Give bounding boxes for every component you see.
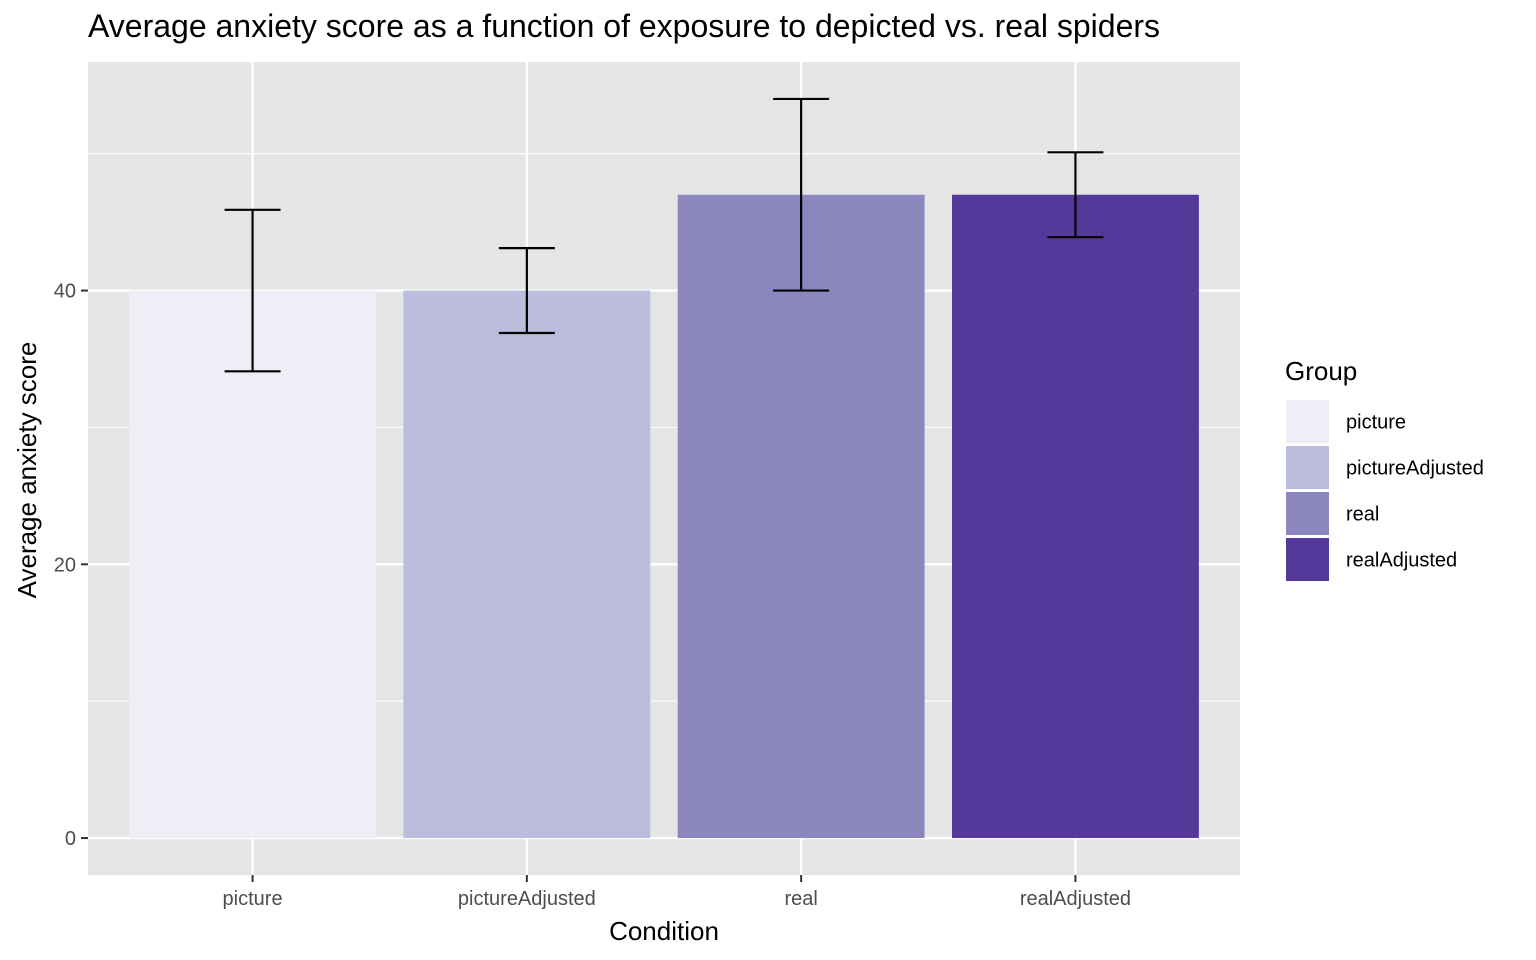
legend-label: picture xyxy=(1346,412,1406,434)
bar-real xyxy=(677,194,925,839)
y-axis-title: Average anxiety score xyxy=(12,342,42,599)
legend-label: real xyxy=(1346,504,1379,526)
legend-title: Group xyxy=(1285,356,1357,386)
x-axis: picture pictureAdjusted real realAdjusted xyxy=(223,875,1131,910)
legend-key-realAdjusted xyxy=(1286,538,1329,581)
legend-key-picture xyxy=(1286,400,1329,443)
legend-key-real xyxy=(1286,492,1329,535)
y-tick-label: 20 xyxy=(54,554,76,576)
bar-realAdjusted xyxy=(952,194,1199,839)
y-axis: 0 20 40 xyxy=(54,281,88,850)
legend-label: realAdjusted xyxy=(1346,550,1457,572)
x-tick-label: picture xyxy=(223,888,283,910)
legend-label: pictureAdjusted xyxy=(1346,458,1484,480)
x-tick-label: realAdjusted xyxy=(1020,888,1131,910)
bar-picture xyxy=(129,290,376,839)
x-axis-title: Condition xyxy=(609,916,719,946)
bars xyxy=(129,194,1199,839)
legend: Group picture pictureAdjusted real realAdju… xyxy=(1285,356,1484,581)
bar-pictureAdjusted xyxy=(403,290,651,839)
x-tick-label: pictureAdjusted xyxy=(458,888,596,910)
y-tick-label: 40 xyxy=(54,281,76,303)
y-tick-label: 0 xyxy=(65,828,76,850)
error-bars xyxy=(224,97,1104,373)
legend-key-pictureAdjusted xyxy=(1286,446,1329,489)
chart-title: Average anxiety score as a function of e… xyxy=(88,8,1161,44)
x-tick-label: real xyxy=(784,888,817,910)
